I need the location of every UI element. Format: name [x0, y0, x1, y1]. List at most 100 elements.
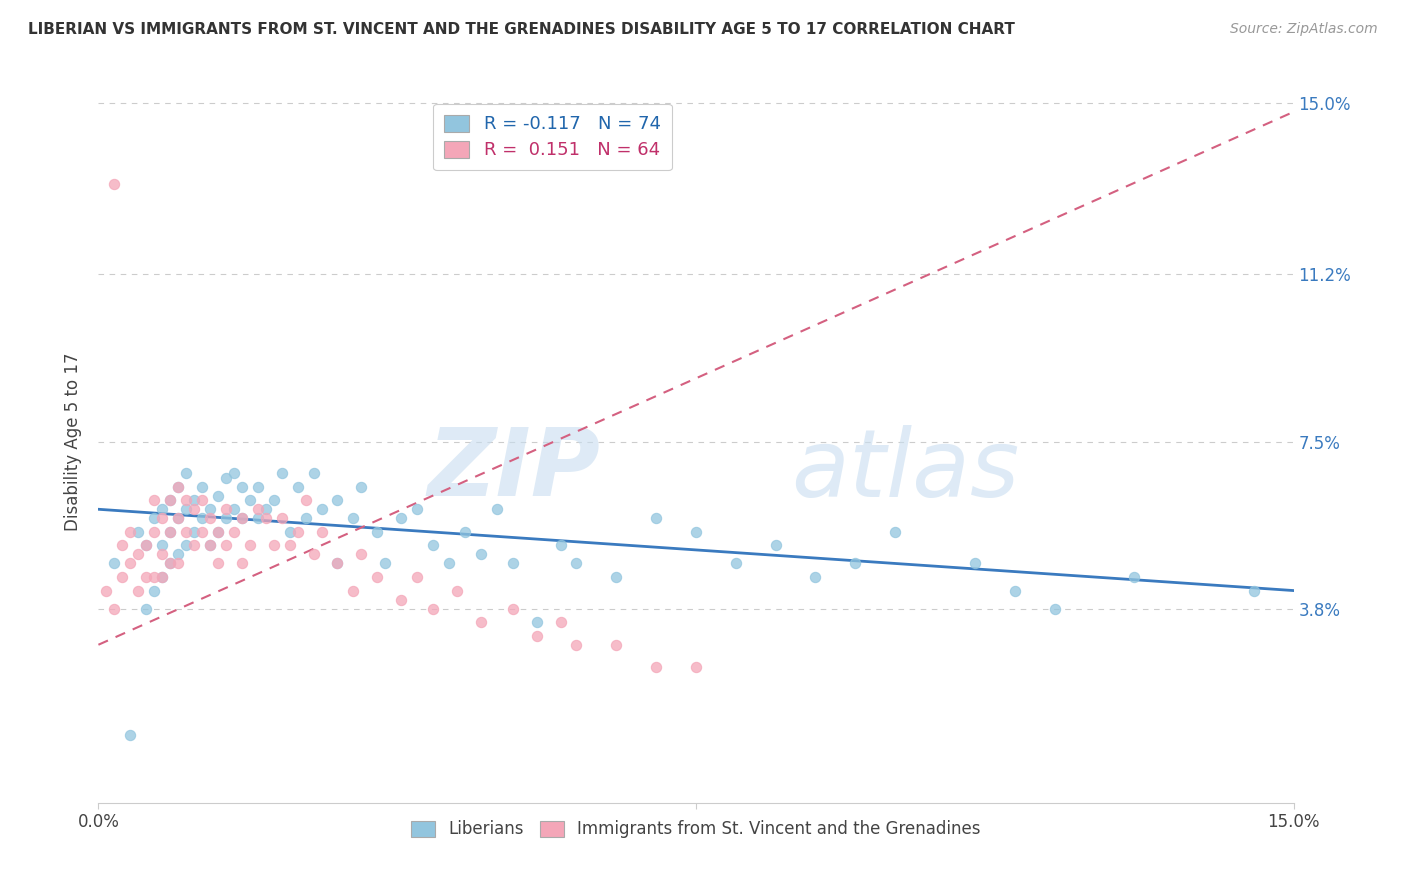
Point — [605, 570, 627, 584]
Point — [565, 557, 588, 571]
Point — [222, 524, 245, 539]
Point — [844, 557, 866, 571]
Point — [389, 511, 412, 525]
Point — [804, 570, 827, 584]
Point — [270, 511, 292, 525]
Point — [502, 601, 524, 615]
Point — [685, 660, 707, 674]
Text: ZIP: ZIP — [427, 425, 600, 516]
Point — [470, 548, 492, 562]
Point — [406, 502, 429, 516]
Point — [120, 524, 142, 539]
Point — [207, 557, 229, 571]
Point — [294, 511, 316, 525]
Point — [159, 557, 181, 571]
Point — [183, 538, 205, 552]
Point — [231, 557, 253, 571]
Point — [191, 524, 214, 539]
Point — [1243, 583, 1265, 598]
Point — [446, 583, 468, 598]
Point — [111, 538, 134, 552]
Point — [143, 524, 166, 539]
Point — [159, 557, 181, 571]
Point — [246, 480, 269, 494]
Point — [198, 511, 221, 525]
Text: atlas: atlas — [792, 425, 1019, 516]
Point — [502, 557, 524, 571]
Point — [485, 502, 508, 516]
Point — [167, 548, 190, 562]
Point — [198, 538, 221, 552]
Point — [406, 570, 429, 584]
Point — [207, 524, 229, 539]
Point — [143, 493, 166, 508]
Point — [884, 524, 907, 539]
Point — [222, 502, 245, 516]
Point — [550, 538, 572, 552]
Point — [127, 548, 149, 562]
Point — [311, 502, 333, 516]
Point — [1043, 601, 1066, 615]
Point — [150, 570, 173, 584]
Point — [366, 570, 388, 584]
Point — [526, 615, 548, 630]
Point — [183, 524, 205, 539]
Point — [342, 583, 364, 598]
Point — [645, 660, 668, 674]
Point — [174, 493, 197, 508]
Point — [150, 548, 173, 562]
Point — [191, 493, 214, 508]
Point — [167, 511, 190, 525]
Point — [143, 583, 166, 598]
Point — [302, 548, 325, 562]
Point — [183, 493, 205, 508]
Point — [159, 493, 181, 508]
Point — [246, 511, 269, 525]
Point — [342, 511, 364, 525]
Point — [263, 493, 285, 508]
Point — [287, 480, 309, 494]
Point — [150, 502, 173, 516]
Point — [645, 511, 668, 525]
Point — [254, 502, 277, 516]
Point — [422, 538, 444, 552]
Point — [526, 629, 548, 643]
Text: Source: ZipAtlas.com: Source: ZipAtlas.com — [1230, 22, 1378, 37]
Point — [120, 557, 142, 571]
Point — [215, 502, 238, 516]
Point — [326, 493, 349, 508]
Point — [246, 502, 269, 516]
Point — [207, 489, 229, 503]
Point — [143, 570, 166, 584]
Point — [231, 511, 253, 525]
Point — [150, 511, 173, 525]
Point — [167, 557, 190, 571]
Point — [1123, 570, 1146, 584]
Point — [724, 557, 747, 571]
Point — [254, 511, 277, 525]
Point — [239, 493, 262, 508]
Point — [374, 557, 396, 571]
Point — [685, 524, 707, 539]
Point — [183, 502, 205, 516]
Point — [350, 548, 373, 562]
Point — [565, 638, 588, 652]
Point — [1004, 583, 1026, 598]
Point — [103, 601, 125, 615]
Point — [215, 470, 238, 484]
Point — [231, 480, 253, 494]
Point — [605, 638, 627, 652]
Point — [159, 524, 181, 539]
Point — [198, 538, 221, 552]
Point — [470, 615, 492, 630]
Point — [191, 511, 214, 525]
Point — [366, 524, 388, 539]
Point — [103, 557, 125, 571]
Point — [222, 466, 245, 480]
Point — [422, 601, 444, 615]
Point — [159, 493, 181, 508]
Point — [765, 538, 787, 552]
Point — [167, 480, 190, 494]
Point — [302, 466, 325, 480]
Point — [174, 538, 197, 552]
